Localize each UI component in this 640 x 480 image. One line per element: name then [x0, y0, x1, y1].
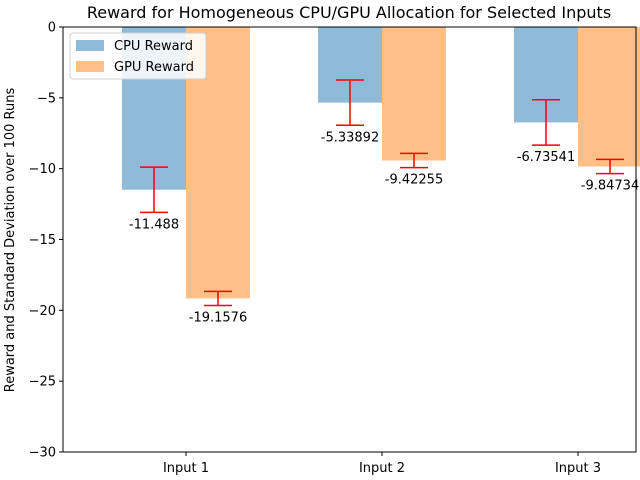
y-tick-label-1: −5 — [37, 91, 56, 106]
legend-swatch-cpu — [76, 40, 104, 51]
bar-gpu-2 — [382, 27, 446, 161]
legend: CPU Reward GPU Reward — [69, 32, 207, 80]
y-tick-label-3: −15 — [29, 233, 56, 248]
y-tick-label-4: −20 — [29, 304, 56, 319]
value-label-gpu-1: -19.1576 — [189, 310, 247, 325]
value-label-gpu-2: -9.42255 — [385, 173, 443, 188]
bar-gpu-3 — [578, 27, 640, 167]
legend-swatch-gpu — [76, 61, 104, 72]
x-tick-label-2: Input 2 — [359, 461, 405, 476]
value-label-gpu-3: -9.84734 — [581, 179, 639, 194]
legend-label-cpu: CPU Reward — [114, 39, 193, 54]
y-tick-label-6: −30 — [29, 446, 56, 461]
y-tick-label-2: −10 — [29, 162, 56, 177]
value-label-cpu-2: -5.33892 — [321, 130, 379, 145]
legend-label-gpu: GPU Reward — [114, 60, 194, 75]
y-tick-label-5: −25 — [29, 375, 56, 390]
chart-title: Reward for Homogeneous CPU/GPU Allocatio… — [87, 3, 611, 22]
plot-area: -11.488 -5.33892 -6.73541 -19.1576 -9.42255 -… — [29, 21, 640, 476]
x-tick-label-3: Input 3 — [555, 461, 601, 476]
x-tick-label-1: Input 1 — [163, 461, 209, 476]
y-tick-label-0: 0 — [48, 21, 56, 36]
value-label-cpu-3: -6.73541 — [517, 150, 575, 165]
value-label-cpu-1: -11.488 — [129, 217, 179, 232]
y-axis-label: Reward and Standard Deviation over 100 R… — [3, 88, 18, 393]
